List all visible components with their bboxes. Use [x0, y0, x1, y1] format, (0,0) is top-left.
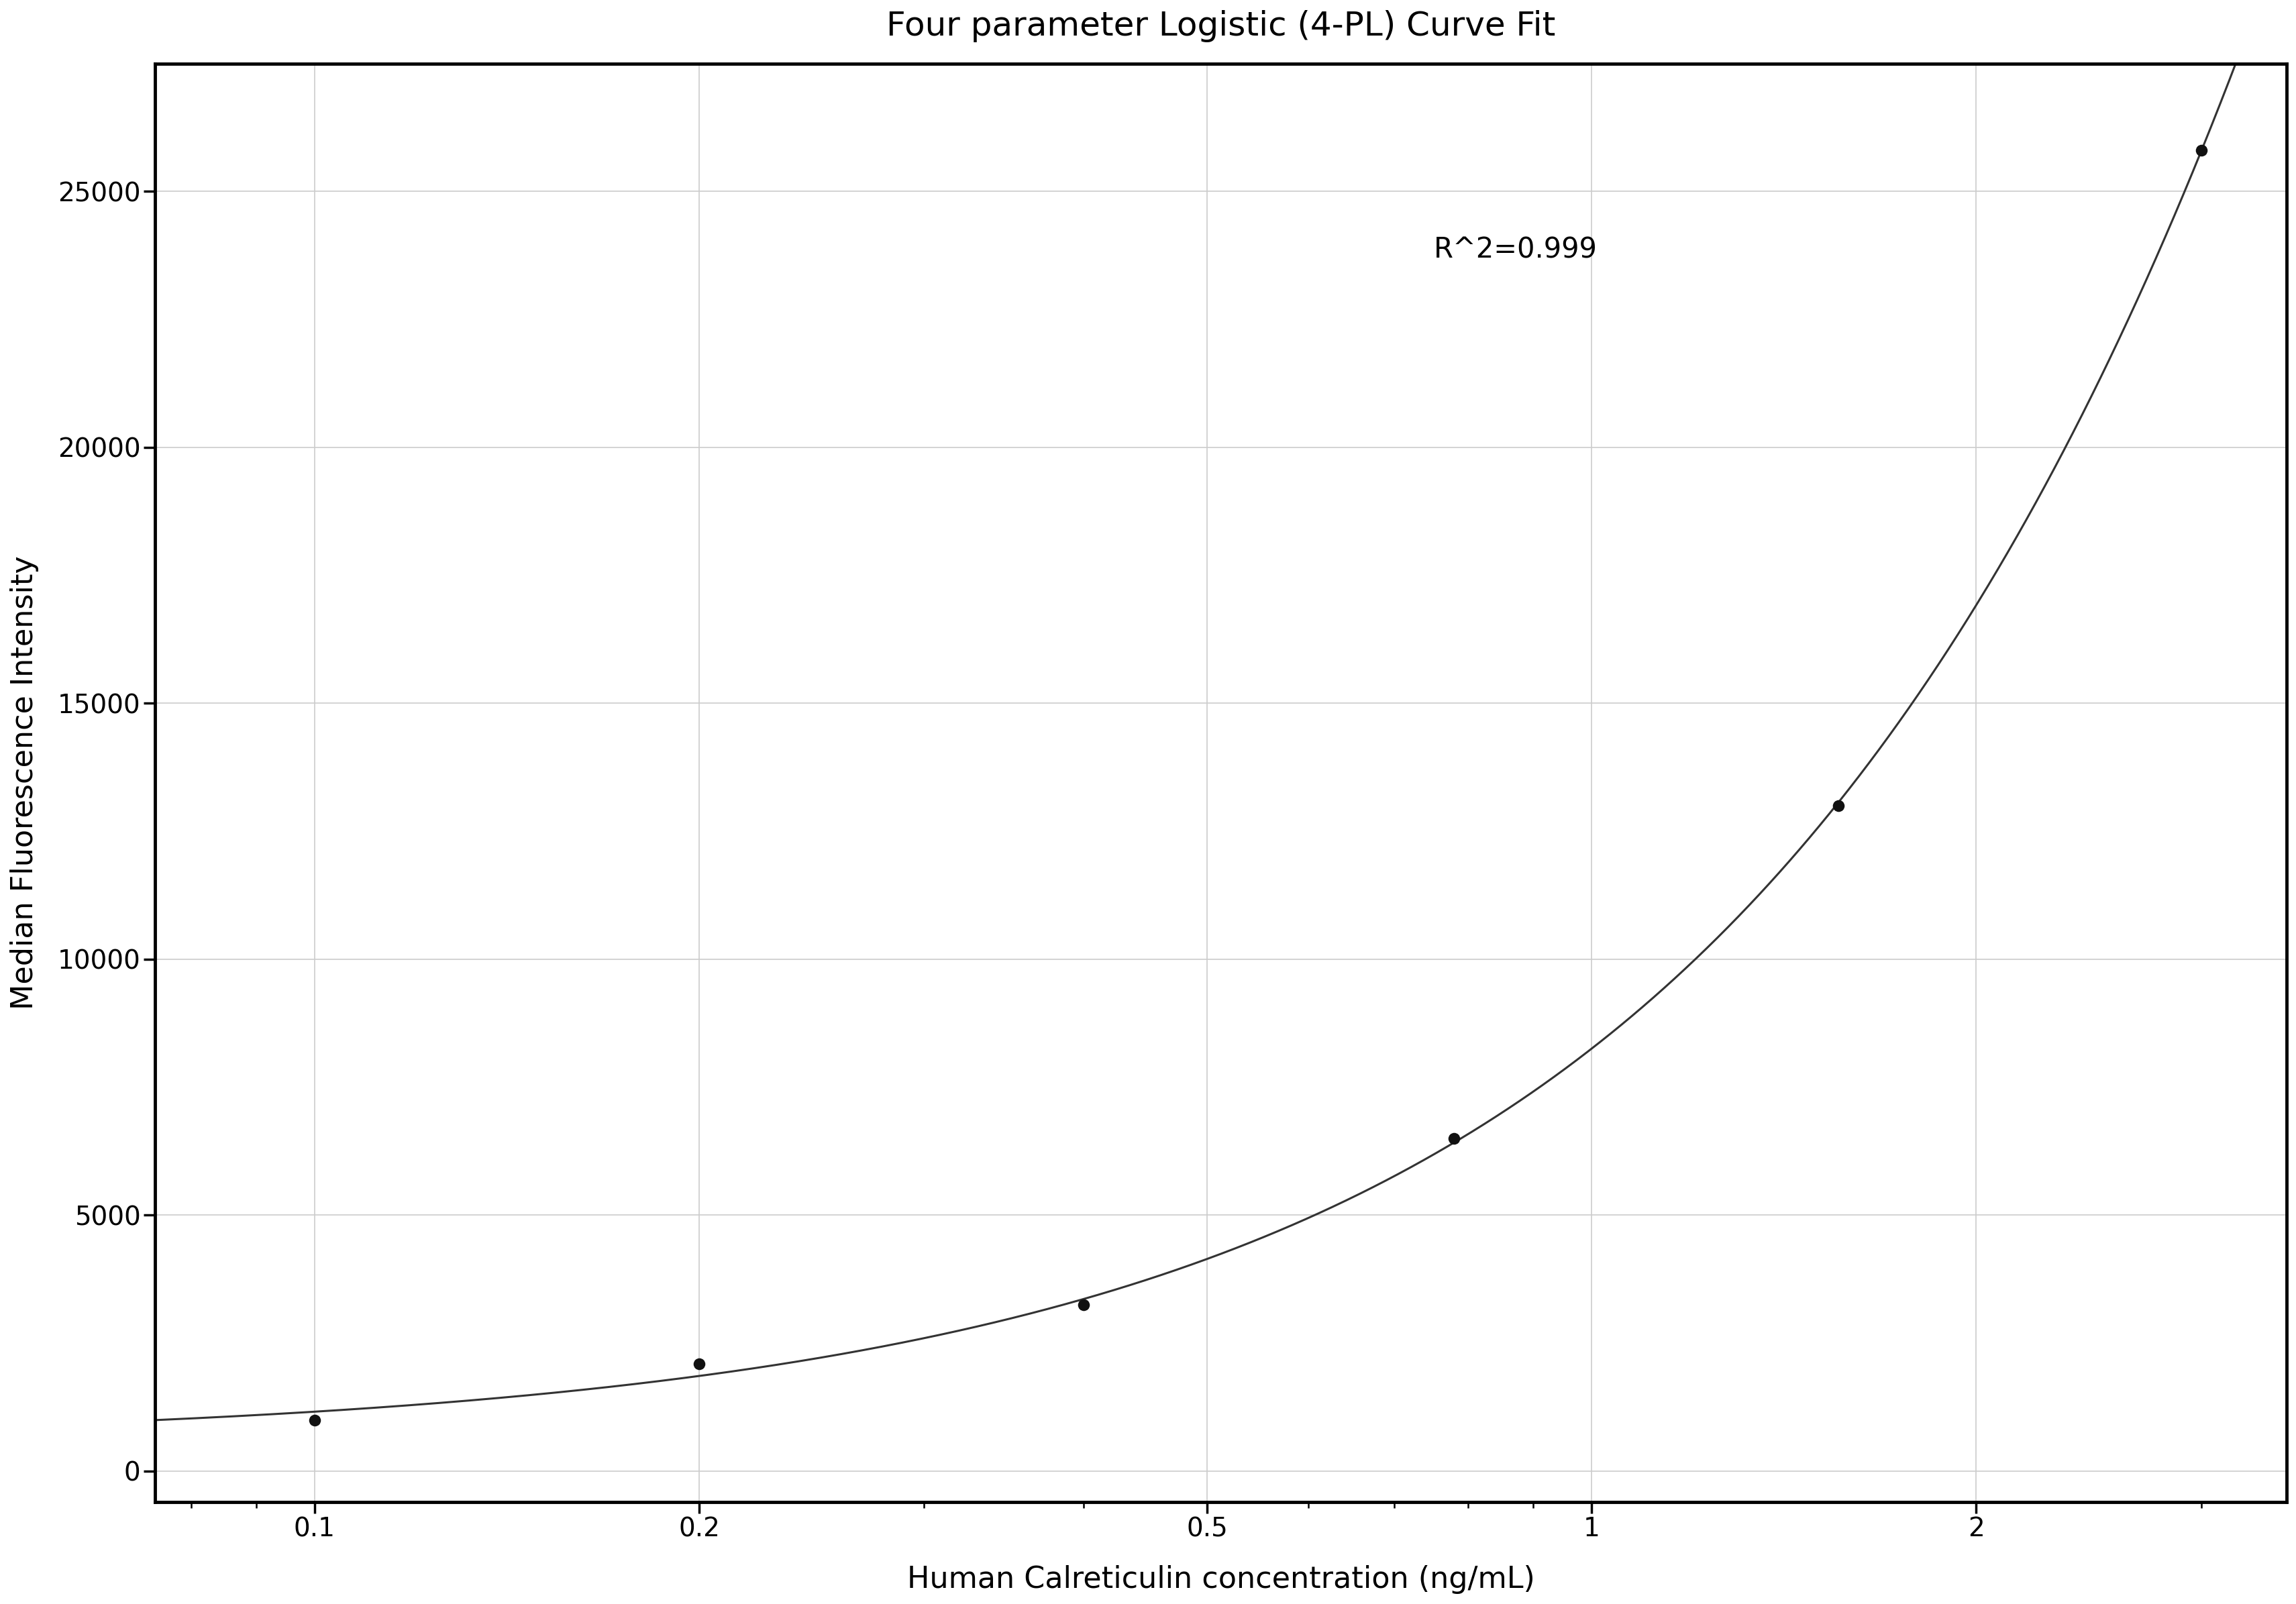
Point	[296, 1407, 333, 1432]
Point	[2181, 138, 2218, 164]
X-axis label: Human Calreticulin concentration (ng/mL): Human Calreticulin concentration (ng/mL)	[907, 1566, 1534, 1594]
Title: Four parameter Logistic (4-PL) Curve Fit: Four parameter Logistic (4-PL) Curve Fit	[886, 10, 1554, 42]
Point	[680, 1351, 716, 1376]
Text: R^2=0.999: R^2=0.999	[1433, 236, 1598, 265]
Y-axis label: Median Fluorescence Intensity: Median Fluorescence Intensity	[9, 555, 39, 1011]
Point	[1818, 792, 1855, 818]
Point	[1065, 1291, 1102, 1317]
Point	[1435, 1126, 1472, 1152]
